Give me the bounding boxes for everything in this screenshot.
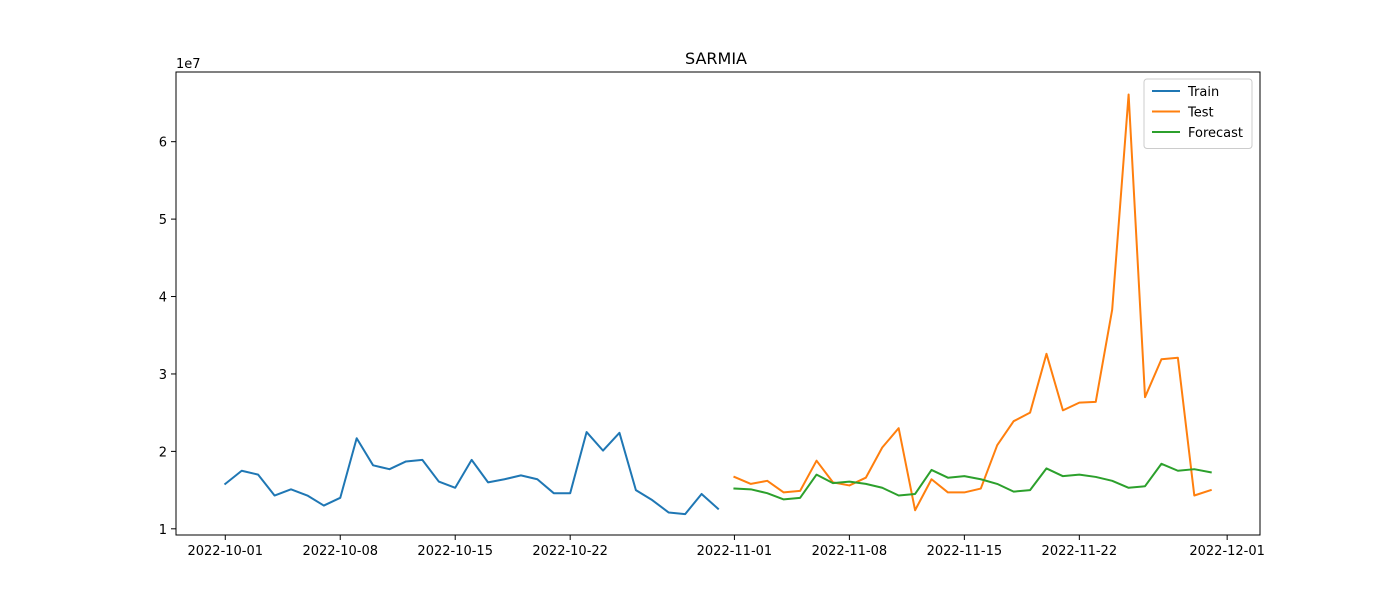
y-tick-label: 3 bbox=[159, 368, 167, 383]
y-tick-label: 6 bbox=[159, 136, 167, 151]
y-offset-label: 1e7 bbox=[176, 57, 201, 72]
x-tick-label: 2022-10-22 bbox=[532, 544, 608, 559]
y-tick-label: 5 bbox=[159, 213, 167, 228]
x-tick-label: 2022-11-22 bbox=[1042, 544, 1118, 559]
x-tick-label: 2022-11-15 bbox=[927, 544, 1003, 559]
x-tick-label: 2022-11-01 bbox=[697, 544, 773, 559]
legend-label-forecast: Forecast bbox=[1188, 126, 1243, 141]
x-tick-label: 2022-11-08 bbox=[812, 544, 888, 559]
x-tick-label: 2022-10-15 bbox=[417, 544, 493, 559]
plot-area: 1 2 3 4 5 6 2022-10-01 2022-10-08 2022-10-15 2022… bbox=[159, 71, 1265, 559]
x-tick-label: 2022-12-01 bbox=[1189, 544, 1265, 559]
x-tick-label: 2022-10-01 bbox=[187, 544, 263, 559]
legend-label-test: Test bbox=[1187, 106, 1214, 121]
series-line-forecast bbox=[733, 462, 1212, 501]
axes-frame bbox=[175, 71, 1261, 536]
legend: Train Test Forecast bbox=[1143, 78, 1253, 149]
chart-title: SARMIA bbox=[685, 49, 747, 68]
y-tick-label: 1 bbox=[159, 523, 167, 538]
series-line-train bbox=[223, 431, 720, 516]
y-tick-label: 4 bbox=[159, 291, 167, 306]
series-line-test bbox=[733, 93, 1212, 512]
y-tick-label: 2 bbox=[159, 445, 167, 460]
x-tick-label: 2022-10-08 bbox=[302, 544, 378, 559]
legend-label-train: Train bbox=[1187, 85, 1219, 100]
